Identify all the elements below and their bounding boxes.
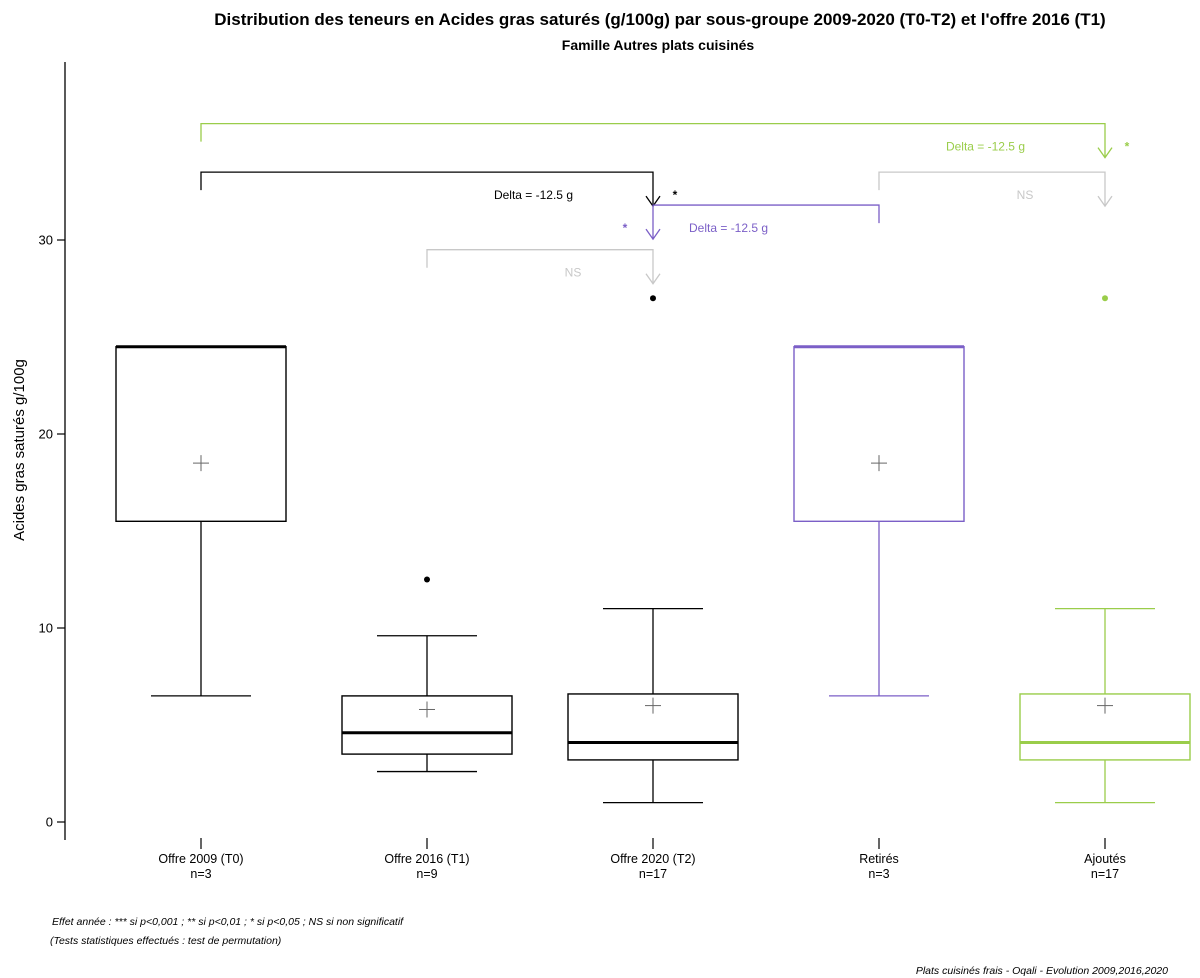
x-category-label: Offre 2009 (T0) (158, 852, 243, 866)
significance-note: Effet année : *** si p<0,001 ; ** si p<0… (52, 916, 404, 928)
comparison-bracket: Delta = -12.5 g * (623, 204, 880, 241)
y-tick-label: 30 (39, 233, 53, 248)
box-iqr (1019, 693, 1191, 761)
outlier-point (424, 576, 430, 583)
bracket-arrow (645, 273, 661, 285)
boxes (115, 295, 1191, 804)
bracket-label: NS (565, 266, 582, 280)
bracket-line (200, 171, 654, 207)
y-axis: 0 10 20 30 (39, 62, 66, 840)
box-iqr (567, 693, 739, 761)
bracket-line (426, 249, 654, 284)
bracket-arrow (1097, 195, 1113, 208)
comparison-bracket: Delta = -12.5 g * (200, 171, 678, 208)
x-category-label: Retirés (859, 852, 899, 866)
bracket-line (878, 171, 1106, 207)
box-iqr (793, 346, 965, 523)
box-group (115, 345, 287, 697)
x-count-label: n=3 (868, 867, 889, 881)
bracket-label: Delta = -12.5 g (946, 140, 1025, 154)
comparison-bracket: NS (426, 249, 661, 285)
bracket-label: Delta = -12.5 g (494, 188, 573, 202)
significance-star: * (623, 221, 628, 235)
y-tick-label: 0 (46, 815, 53, 830)
x-count-label: n=17 (1091, 867, 1119, 881)
y-tick-label: 10 (39, 621, 53, 636)
outlier-point (1102, 295, 1108, 302)
box-group (793, 345, 965, 697)
box-iqr (115, 346, 287, 523)
source-note: Plats cuisinés frais - Oqali - Evolution… (916, 965, 1168, 977)
bracket-arrow (1097, 147, 1113, 159)
box-iqr (341, 695, 513, 755)
x-category-label: Ajoutés (1084, 852, 1126, 866)
test-note: (Tests statistiques effectués : test de … (50, 935, 281, 947)
x-category-label: Offre 2016 (T1) (384, 852, 469, 866)
comparison-bracket: NS (878, 171, 1113, 208)
chart-subtitle: Famille Autres plats cuisinés (562, 37, 755, 53)
bracket-line (652, 204, 880, 240)
chart-title: Distribution des teneurs en Acides gras … (214, 10, 1105, 29)
x-count-label: n=3 (190, 867, 211, 881)
x-category-label: Offre 2020 (T2) (610, 852, 695, 866)
significance-star: * (673, 188, 678, 202)
x-count-label: n=9 (416, 867, 437, 881)
bracket-label: NS (1017, 188, 1034, 202)
bracket-arrow (645, 228, 661, 241)
outlier-point (650, 295, 656, 302)
box-group (567, 295, 739, 804)
comparison-bracket: Delta = -12.5 g * (200, 122, 1130, 159)
bracket-label: Delta = -12.5 g (689, 221, 768, 235)
bracket-line (200, 122, 1106, 158)
significance-star: * (1125, 140, 1130, 154)
x-count-label: n=17 (639, 867, 667, 881)
box-group (341, 576, 513, 773)
box-group (1019, 295, 1191, 804)
y-tick-label: 20 (39, 427, 53, 442)
y-axis-title: Acides gras saturés g/100g (11, 359, 28, 541)
